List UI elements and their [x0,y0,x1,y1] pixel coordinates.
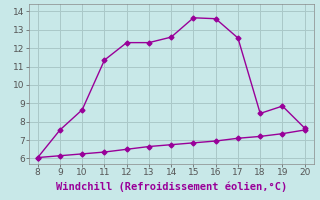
X-axis label: Windchill (Refroidissement éolien,°C): Windchill (Refroidissement éolien,°C) [56,181,287,192]
